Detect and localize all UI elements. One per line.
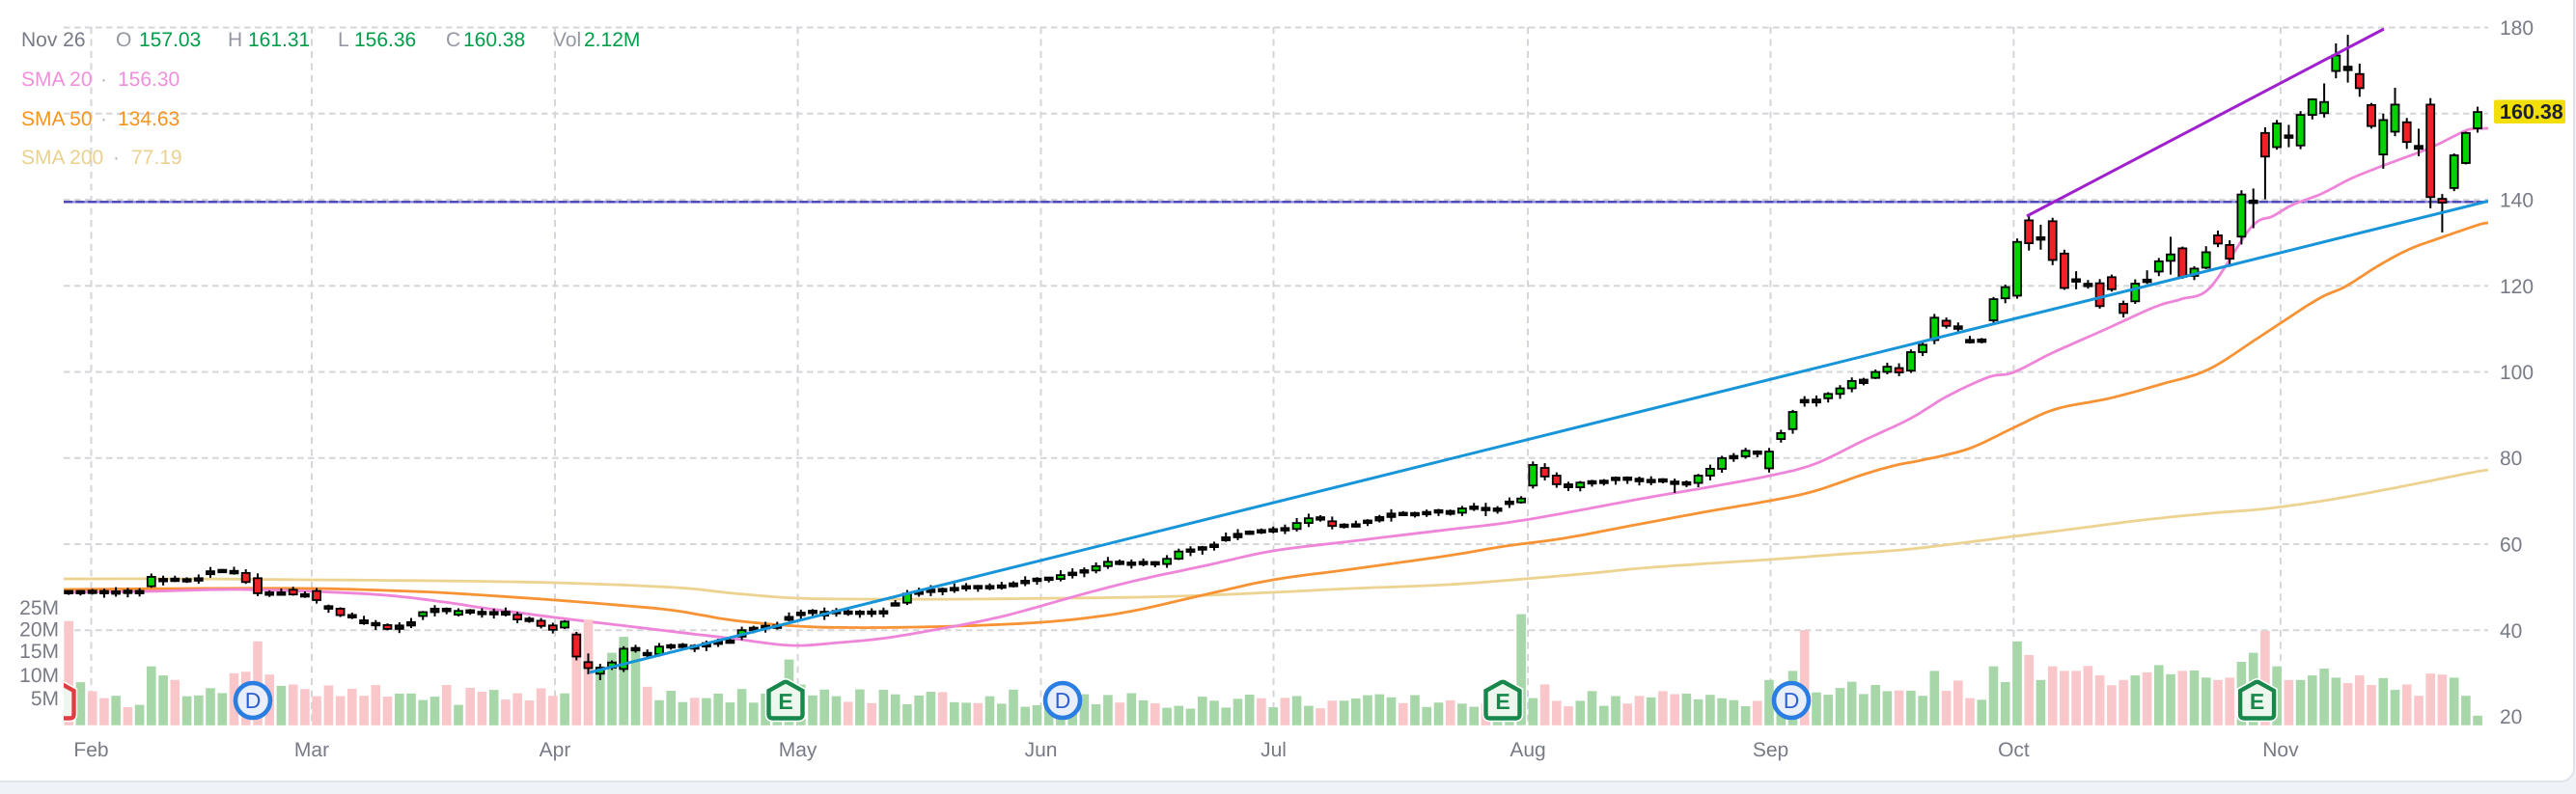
svg-text:120: 120 bbox=[2500, 276, 2534, 298]
svg-text:D: D bbox=[245, 688, 262, 713]
svg-text:·: · bbox=[100, 68, 107, 91]
svg-text:E: E bbox=[1495, 689, 1510, 714]
svg-text:161.31: 161.31 bbox=[248, 29, 310, 51]
svg-text:Oct: Oct bbox=[1998, 739, 2030, 761]
svg-text:20M: 20M bbox=[19, 618, 59, 641]
svg-text:D: D bbox=[1784, 688, 1800, 713]
svg-text:Jun: Jun bbox=[1025, 739, 1058, 761]
svg-text:Aug: Aug bbox=[1510, 739, 1545, 761]
svg-text:Sep: Sep bbox=[1753, 739, 1788, 761]
svg-text:160.38: 160.38 bbox=[463, 29, 525, 51]
svg-text:25M: 25M bbox=[19, 597, 59, 619]
svg-text:Apr: Apr bbox=[540, 739, 571, 761]
svg-text:SMA 50: SMA 50 bbox=[21, 108, 93, 130]
svg-text:Feb: Feb bbox=[73, 739, 108, 761]
svg-text:C: C bbox=[446, 29, 460, 51]
svg-text:160.38: 160.38 bbox=[2500, 100, 2563, 123]
svg-text:80: 80 bbox=[2500, 448, 2522, 470]
svg-text:5M: 5M bbox=[31, 688, 59, 710]
svg-text:Nov 26: Nov 26 bbox=[21, 29, 86, 51]
svg-text:·: · bbox=[113, 147, 120, 169]
svg-text:O: O bbox=[116, 29, 131, 51]
svg-text:E: E bbox=[49, 689, 64, 714]
svg-text:·: · bbox=[100, 108, 107, 130]
svg-text:H: H bbox=[228, 29, 242, 51]
svg-text:156.36: 156.36 bbox=[354, 29, 416, 51]
svg-text:L: L bbox=[338, 29, 349, 51]
svg-text:2.12M: 2.12M bbox=[584, 29, 640, 51]
svg-text:SMA 20: SMA 20 bbox=[21, 68, 93, 91]
svg-text:140: 140 bbox=[2500, 190, 2534, 212]
svg-text:Mar: Mar bbox=[294, 739, 329, 761]
svg-text:134.63: 134.63 bbox=[118, 108, 180, 130]
svg-text:Jul: Jul bbox=[1260, 739, 1287, 761]
svg-text:E: E bbox=[778, 689, 792, 714]
svg-text:156.30: 156.30 bbox=[118, 68, 180, 91]
svg-text:May: May bbox=[779, 739, 817, 761]
svg-text:180: 180 bbox=[2500, 17, 2534, 40]
svg-text:157.03: 157.03 bbox=[139, 29, 201, 51]
svg-text:15M: 15M bbox=[19, 641, 59, 663]
svg-text:E: E bbox=[2250, 689, 2264, 714]
svg-text:Nov: Nov bbox=[2262, 739, 2299, 761]
svg-text:100: 100 bbox=[2500, 362, 2534, 384]
svg-text:20: 20 bbox=[2500, 706, 2522, 728]
svg-text:Vol: Vol bbox=[553, 29, 581, 51]
svg-text:60: 60 bbox=[2500, 534, 2522, 557]
svg-text:10M: 10M bbox=[19, 665, 59, 687]
svg-text:40: 40 bbox=[2500, 620, 2522, 643]
svg-text:77.19: 77.19 bbox=[131, 147, 182, 169]
svg-text:SMA 200: SMA 200 bbox=[21, 147, 103, 169]
svg-text:D: D bbox=[1055, 688, 1071, 713]
